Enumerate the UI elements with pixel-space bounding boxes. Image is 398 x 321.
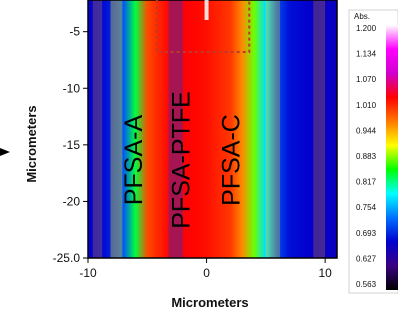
texture-band <box>265 0 281 258</box>
y-tick-label: -25.0 <box>53 251 81 265</box>
highlight-mark <box>204 0 209 20</box>
heatmap-plot: PFSA-A PFSA-PTFE PFSA-C <box>87 0 338 259</box>
colorbar-tick-label: 1.010 <box>356 101 377 110</box>
region-label: PFSA-C <box>217 114 245 206</box>
dashed-box <box>155 0 251 54</box>
colorbar-tick-label: 0.817 <box>356 178 377 187</box>
colorbar-tick-label: 1.070 <box>356 75 377 84</box>
y-tick-label: -20 <box>63 194 81 208</box>
y-axis-title: Micrometers <box>24 105 39 182</box>
dashed-box-outline <box>155 0 251 54</box>
colorbar-tick-labels: 1.200 1.134 1.070 1.010 0.944 0.883 0.817 0.754… <box>356 24 377 289</box>
texture-band <box>110 0 123 258</box>
colorbar-tick-label: 0.754 <box>356 203 377 212</box>
left-arrow <box>0 148 10 156</box>
y-tick-label: -10 <box>63 81 81 95</box>
colorbar-tick-label: 0.883 <box>356 152 377 161</box>
y-tick-label: -15 <box>63 138 81 152</box>
region-label: PFSA-PTFE <box>167 91 195 229</box>
plot-frame <box>87 0 338 259</box>
texture-band <box>92 0 103 258</box>
colorbar-tick-label: 0.944 <box>356 126 377 135</box>
x-axis: -10 0 10 <box>79 258 332 280</box>
colorbar-tick-label: 1.200 <box>356 24 377 33</box>
colorbar-tick-label: 0.693 <box>356 229 377 238</box>
colorbar-strip <box>386 25 398 290</box>
colorbar-title: Abs. <box>354 12 370 21</box>
arrow-icon <box>0 148 10 156</box>
colorbar: Abs. 1.200 1.134 1.070 1.010 0.944 0.883 0.817… <box>348 9 398 294</box>
y-axis: -5 -10 -15 -20 -25.0 <box>53 25 88 265</box>
x-tick-label: -10 <box>79 266 97 280</box>
x-tick-label: 0 <box>203 266 210 280</box>
colorbar-tick-label: 0.627 <box>356 254 377 263</box>
colorbar-tick-label: 0.563 <box>356 280 377 289</box>
x-axis-title: Micrometers <box>171 295 248 310</box>
heatmap-texture <box>92 0 326 258</box>
texture-band <box>168 0 183 258</box>
heatmap-background <box>88 0 337 258</box>
region-labels: PFSA-A PFSA-PTFE PFSA-C <box>120 91 245 229</box>
x-tick-label: 10 <box>318 266 332 280</box>
texture-band <box>313 0 326 258</box>
region-label: PFSA-A <box>120 115 148 206</box>
y-tick-label: -5 <box>69 25 80 39</box>
colorbar-tick-label: 1.134 <box>356 50 377 59</box>
